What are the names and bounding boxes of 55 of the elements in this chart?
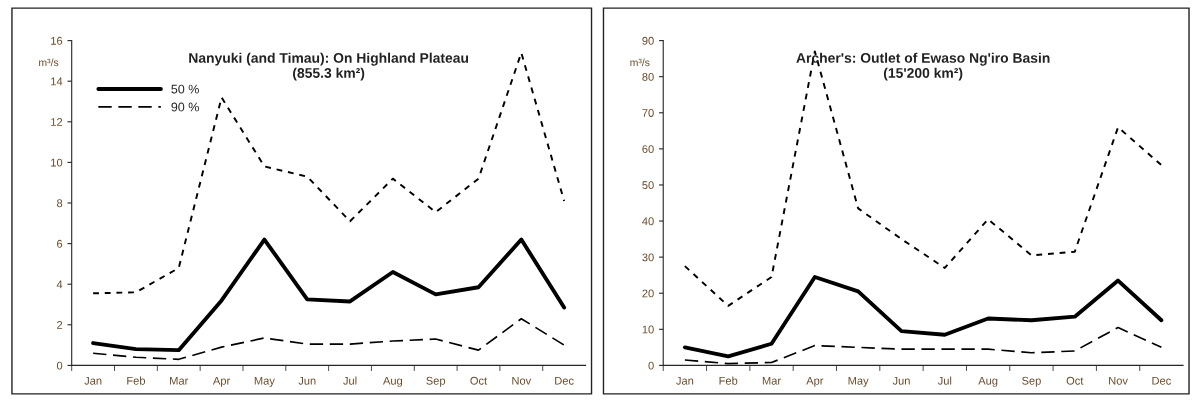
line-series	[92, 51, 566, 295]
y-tick-label: 12	[51, 118, 63, 126]
x-tick-label: May	[848, 376, 869, 387]
y-tick-label: 8	[56, 199, 63, 208]
x-tick-label: Dec	[555, 376, 574, 385]
y-tick-label: 4	[56, 280, 63, 289]
y-tick-label: 10	[51, 158, 63, 167]
y-tick-label: 16	[51, 36, 63, 45]
y-tick-label: 14	[51, 77, 63, 86]
y-tick-label: 90	[642, 36, 654, 45]
x-tick-label: Jul	[343, 376, 357, 385]
x-tick-label: May	[254, 376, 275, 387]
y-tick-label: 60	[642, 145, 654, 153]
x-tick-label: Sep	[1022, 376, 1041, 387]
x-tick-label: Apr	[806, 376, 824, 387]
x-tick-label: Sep	[426, 376, 446, 387]
x-tick-label: Mar	[170, 376, 189, 385]
line-series	[91, 237, 567, 353]
y-tick-label: 50	[642, 181, 654, 190]
text: Nanyuki (and Timau): On Highland Plateau (855.3 km²)	[189, 52, 469, 81]
x-tick-label: Jun	[298, 376, 316, 385]
y-axis-title: m³/s	[630, 58, 650, 67]
y-tick-label: 6	[57, 239, 63, 248]
line-series	[682, 275, 1164, 359]
x-tick-label: Apr	[212, 376, 231, 387]
y-axis-title: m³/s	[39, 58, 59, 67]
y-tick-label: 20	[642, 289, 654, 298]
line-series	[92, 317, 565, 361]
legend-label: 50 %	[171, 84, 199, 94]
y-tick-label: 30	[642, 253, 654, 262]
x-tick-label: Oct	[470, 376, 488, 385]
y-tick-label: 0	[648, 361, 654, 370]
line-series	[684, 326, 1163, 365]
x-tick-label: Jan	[676, 376, 694, 385]
x-tick-label: Aug	[978, 376, 998, 387]
y-tick-label: 70	[642, 109, 654, 117]
x-tick-label: Nov	[512, 376, 532, 385]
x-tick-label: Jul	[937, 376, 952, 385]
line-series	[683, 50, 1163, 307]
y-tick-label: 2	[57, 321, 63, 329]
x-tick-label: Jan	[84, 376, 102, 385]
y-tick-label: 80	[642, 72, 654, 81]
x-tick-label: Feb	[719, 376, 738, 385]
y-tick-label: 0	[56, 361, 63, 370]
text: Archer's: Outlet of Ewaso Ng'iro Basin (15'200 km²)	[796, 52, 1050, 81]
y-tick-label: 40	[642, 217, 654, 226]
x-tick-label: Dec	[1152, 376, 1171, 385]
x-tick-label: Jun	[892, 376, 910, 385]
x-tick-label: Nov	[1109, 376, 1128, 385]
x-tick-label: Oct	[1066, 376, 1084, 385]
legend-label: 90 %	[171, 102, 199, 112]
y-tick-label: 10	[642, 325, 654, 334]
x-tick-label: Aug	[382, 376, 403, 387]
x-tick-label: Feb	[127, 376, 146, 385]
x-tick-label: Mar	[762, 376, 781, 385]
